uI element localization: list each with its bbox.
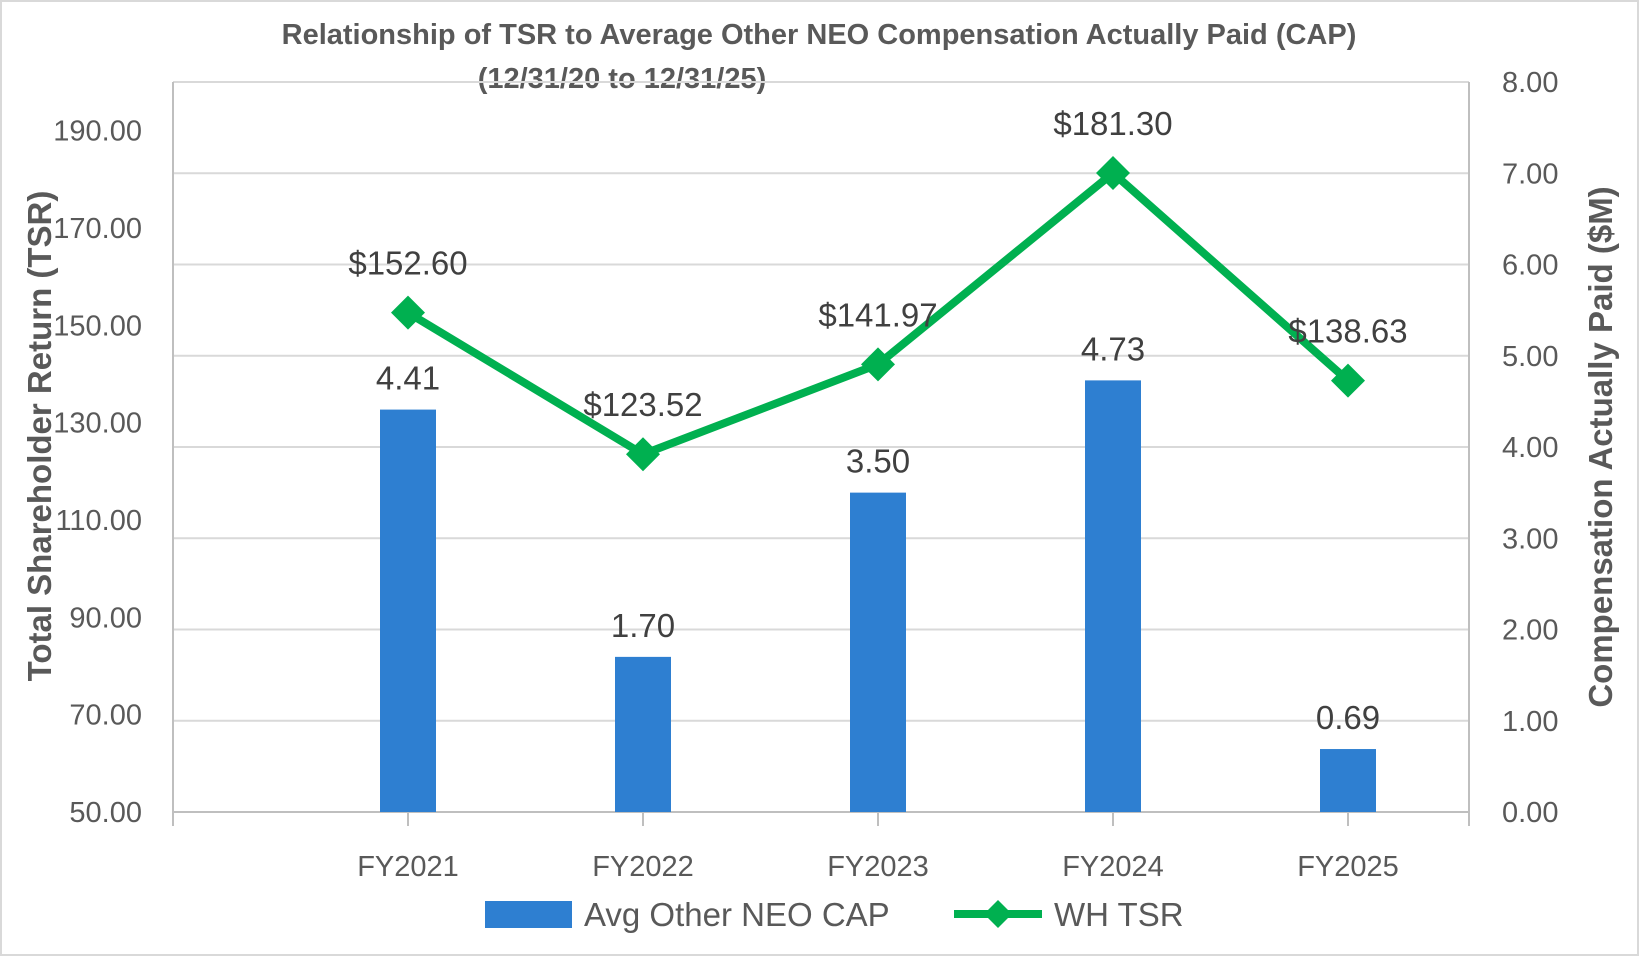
y2-tick-label: 0.00 bbox=[1502, 797, 1558, 829]
y-tick-label: 190.00 bbox=[53, 116, 142, 148]
y2-tick-label: 3.00 bbox=[1502, 523, 1558, 555]
y2-tick-label: 8.00 bbox=[1502, 67, 1558, 99]
y-tick-label: 90.00 bbox=[69, 602, 142, 634]
x-tick-label: FY2021 bbox=[357, 851, 459, 883]
bar-data-label: 3.50 bbox=[846, 443, 910, 480]
x-tick-label: FY2022 bbox=[592, 851, 694, 883]
y2-axis-title: Compensation Actually Paid ($M) bbox=[1582, 186, 1619, 707]
bar-data-label: 4.73 bbox=[1081, 330, 1145, 367]
y-tick-label: 110.00 bbox=[55, 505, 142, 537]
y2-tick-label: 1.00 bbox=[1502, 706, 1558, 738]
line-series bbox=[391, 156, 1365, 472]
chart-title: Relationship of TSR to Average Other NEO… bbox=[282, 19, 1357, 51]
data-labels: 4.41 1.70 3.50 4.73 0.69 $152.60 $123.52 $141.9… bbox=[348, 105, 1407, 736]
bar-data-label: 4.41 bbox=[376, 360, 440, 397]
x-tick-label: FY2025 bbox=[1297, 851, 1399, 883]
gridlines bbox=[172, 81, 1470, 826]
y2-tick-label: 6.00 bbox=[1502, 250, 1558, 282]
x-axis-ticks: FY2021 FY2022 FY2023 FY2024 FY2025 bbox=[357, 851, 1399, 883]
left-axis-ticks: 50.00 70.00 90.00 110.00 130.00 150.00 170.00 1… bbox=[53, 116, 142, 829]
bar bbox=[1085, 380, 1141, 812]
y-tick-label: 130.00 bbox=[53, 408, 142, 440]
line-data-label: $181.30 bbox=[1053, 105, 1172, 142]
bar bbox=[850, 492, 906, 812]
right-axis-ticks: 0.00 1.00 2.00 3.00 4.00 5.00 6.00 7.00 8.00 bbox=[1502, 67, 1558, 829]
bar-series bbox=[380, 380, 1376, 812]
bar bbox=[380, 409, 436, 812]
line-data-label: $141.97 bbox=[818, 296, 937, 333]
tsr-marker bbox=[1331, 363, 1365, 398]
line-data-label: $123.52 bbox=[583, 386, 702, 423]
x-tick-label: FY2023 bbox=[827, 851, 929, 883]
tsr-marker bbox=[1096, 156, 1130, 191]
legend-label-cap: Avg Other NEO CAP bbox=[584, 896, 890, 933]
line-data-label: $138.63 bbox=[1288, 313, 1407, 350]
y2-tick-label: 4.00 bbox=[1502, 432, 1558, 464]
legend-swatch-cap bbox=[485, 901, 572, 928]
legend-marker-tsr bbox=[984, 900, 1012, 928]
tsr-marker bbox=[626, 437, 660, 472]
tsr-marker bbox=[391, 295, 425, 330]
chart-subtitle: (12/31/20 to 12/31/25) bbox=[478, 63, 767, 95]
y-tick-label: 150.00 bbox=[53, 310, 142, 342]
bar-data-label: 0.69 bbox=[1316, 699, 1380, 736]
y-tick-label: 50.00 bbox=[69, 797, 142, 829]
y2-tick-label: 2.00 bbox=[1502, 615, 1558, 647]
legend: Avg Other NEO CAP WH TSR bbox=[485, 896, 1184, 933]
tsr-marker bbox=[861, 347, 895, 382]
line-data-label: $152.60 bbox=[348, 245, 467, 282]
bar bbox=[1320, 749, 1376, 812]
x-tick-label: FY2024 bbox=[1062, 851, 1164, 883]
bar bbox=[615, 656, 671, 812]
y2-tick-label: 7.00 bbox=[1502, 158, 1558, 190]
bar-data-label: 1.70 bbox=[611, 607, 675, 644]
y-tick-label: 70.00 bbox=[69, 700, 142, 732]
y-axis-title: Total Shareholder Return (TSR) bbox=[21, 191, 58, 682]
y2-tick-label: 5.00 bbox=[1502, 341, 1558, 373]
legend-label-tsr: WH TSR bbox=[1054, 896, 1184, 933]
y-tick-label: 170.00 bbox=[53, 213, 142, 245]
